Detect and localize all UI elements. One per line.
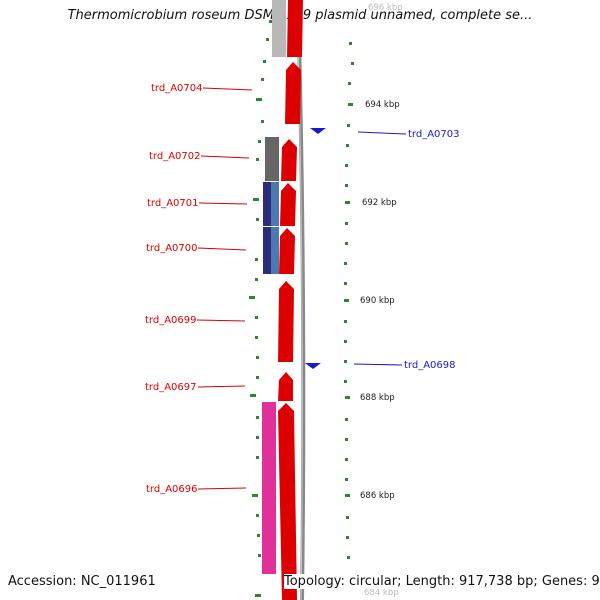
- scale-label: 686 kbp: [360, 491, 395, 501]
- gene-labels-right: trd_A0703 trd_A0698: [404, 129, 460, 371]
- scale-labels: 696 kbp 694 kbp 692 kbp 690 kbp 688 kbp …: [360, 3, 403, 598]
- leader-lines-left: [196, 87, 253, 490]
- gene-label[interactable]: trd_A0701: [147, 198, 199, 209]
- cog-bar: [263, 227, 271, 274]
- scale-label: 694 kbp: [365, 100, 400, 110]
- gene-labels-left: trd_A0704 trd_A0702 trd_A0701 trd_A0700 …: [145, 83, 203, 495]
- reverse-gene-marker[interactable]: [310, 128, 326, 134]
- gene-arrow[interactable]: [285, 62, 301, 124]
- gene-arrow[interactable]: [280, 183, 296, 226]
- gene-label[interactable]: trd_A0696: [146, 484, 198, 495]
- gene-label[interactable]: trd_A0697: [145, 382, 197, 393]
- gene-arrow[interactable]: [287, 0, 303, 57]
- cog-bar: [271, 182, 279, 226]
- reverse-gene-marker[interactable]: [305, 363, 321, 369]
- scale-label: 690 kbp: [360, 296, 395, 306]
- gene-arrow[interactable]: [278, 372, 293, 401]
- gene-label[interactable]: trd_A0698: [404, 360, 456, 371]
- gene-label[interactable]: trd_A0700: [146, 243, 198, 254]
- gene-arrow[interactable]: [278, 281, 294, 362]
- scale-label: 696 kbp: [368, 3, 403, 13]
- tick-column-left: [249, 20, 272, 597]
- gene-arrow[interactable]: [279, 228, 295, 274]
- cog-bar: [262, 402, 276, 574]
- cog-bar: [272, 0, 286, 57]
- cog-bar: [271, 227, 279, 274]
- gene-arrow[interactable]: [281, 139, 297, 181]
- gene-label[interactable]: trd_A0699: [145, 315, 197, 326]
- gene-arrow[interactable]: [278, 403, 297, 600]
- tick-column-right: [344, 42, 354, 579]
- gene-label[interactable]: trd_A0704: [151, 83, 203, 94]
- gene-label[interactable]: trd_A0702: [149, 151, 201, 162]
- cog-bar: [263, 182, 271, 226]
- topology-text: Topology: circular; Length: 917,738 bp; …: [284, 574, 600, 589]
- gene-label[interactable]: trd_A0703: [408, 129, 460, 140]
- accession-text: Accession: NC_011961: [8, 574, 156, 589]
- scale-label: 692 kbp: [362, 198, 397, 208]
- leader-lines-right: [353, 131, 407, 366]
- scale-label: 684 kbp: [364, 588, 399, 598]
- scale-label: 688 kbp: [360, 393, 395, 403]
- cog-bar: [265, 137, 279, 181]
